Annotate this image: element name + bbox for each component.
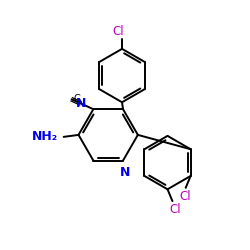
Text: C: C <box>74 94 80 104</box>
Text: Cl: Cl <box>170 203 181 216</box>
Text: Cl: Cl <box>179 190 190 203</box>
Text: Cl: Cl <box>112 25 124 38</box>
Text: N: N <box>120 166 130 178</box>
Text: N: N <box>76 97 86 110</box>
Text: NH₂: NH₂ <box>32 130 58 143</box>
